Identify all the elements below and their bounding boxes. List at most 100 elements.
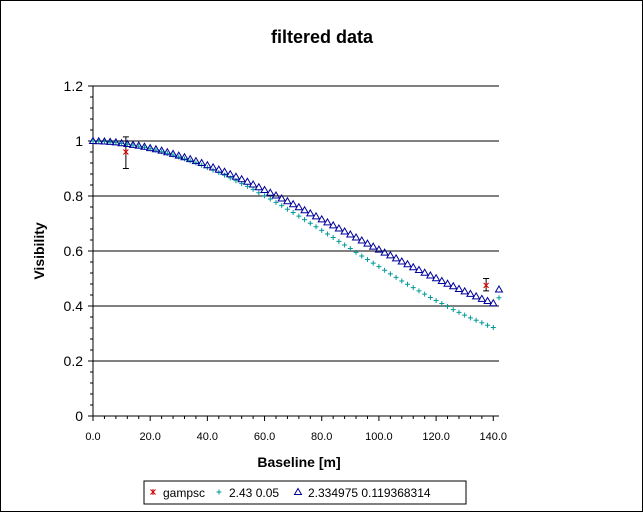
x-tick-label: 20.0 (139, 431, 160, 443)
triangle-marker (403, 259, 412, 268)
triangle-marker (265, 188, 275, 196)
triangle-marker (162, 147, 172, 156)
triangle-marker (340, 226, 349, 235)
triangle-marker (174, 151, 184, 159)
triangle-marker (191, 156, 201, 165)
plus-marker (279, 203, 285, 209)
x-tick-label: 60.0 (254, 431, 275, 443)
triangle-marker (311, 211, 321, 220)
y-tick-label: 1 (75, 133, 83, 149)
triangle-marker (105, 137, 115, 145)
triangle-marker (380, 248, 390, 256)
triangle-marker (220, 167, 229, 175)
triangle-marker (185, 154, 195, 163)
triangle-marker (300, 205, 309, 214)
plus-marker (376, 264, 382, 270)
plus-marker (176, 154, 182, 160)
triangle-marker (351, 233, 361, 241)
y-tick-label: 0 (75, 408, 83, 424)
plus-marker (359, 253, 365, 259)
plus-marker (467, 315, 473, 321)
series-star (122, 136, 490, 292)
star-marker (483, 282, 489, 289)
plus-marker (416, 288, 422, 294)
plus-marker (216, 489, 222, 495)
triangle-marker (437, 276, 447, 284)
triangle-marker (197, 158, 207, 166)
legend-label: 2.334975 0.119368314 (308, 486, 431, 500)
triangle-marker (157, 146, 166, 154)
triangle-marker (293, 487, 303, 495)
plus-marker (364, 257, 370, 263)
plus-marker (370, 260, 376, 266)
triangle-marker (122, 139, 132, 148)
triangle-marker (374, 245, 384, 253)
triangle-marker (271, 190, 281, 199)
plus-marker (187, 158, 193, 164)
data-points (88, 136, 504, 330)
triangle-marker (317, 214, 327, 223)
plus-marker (405, 281, 411, 287)
plus-marker (273, 199, 279, 205)
triangle-marker (208, 162, 218, 171)
chart-title: filtered data (271, 27, 374, 47)
tick-labels: 0 0.2 0.4 0.6 0.8 1 1.2 0.0 20.0 40.0 60.0 80.0 100.… (64, 78, 508, 443)
plus-marker (330, 235, 336, 241)
triangle-marker (483, 296, 492, 305)
triangle-marker (225, 169, 235, 178)
plus-marker (422, 291, 428, 297)
y-tick-label: 1.2 (64, 78, 84, 94)
triangle-marker (466, 289, 475, 297)
plus-marker (267, 196, 273, 202)
plus-marker (485, 322, 491, 328)
plus-marker (262, 193, 268, 199)
triangle-marker (145, 143, 155, 152)
triangle-marker (460, 286, 470, 295)
y-tick-label: 0.8 (64, 188, 84, 204)
plus-marker (222, 172, 228, 178)
triangle-marker (408, 262, 418, 271)
x-tick-label: 140.0 (480, 431, 508, 443)
star-marker (150, 489, 156, 495)
plus-marker (336, 238, 342, 244)
triangle-marker (277, 193, 287, 202)
x-tick-label: 40.0 (197, 431, 218, 443)
plus-marker (473, 317, 479, 323)
triangle-marker (288, 199, 298, 208)
gridlines (93, 85, 499, 362)
legend: gampsc 2.43 0.05 2.334975 0.119368314 (143, 480, 467, 505)
plus-marker (427, 294, 433, 300)
plus-marker (193, 160, 199, 166)
plus-marker (439, 301, 445, 307)
axes (88, 85, 499, 421)
x-tick-label: 120.0 (422, 431, 450, 443)
triangle-marker (448, 281, 458, 290)
triangle-marker (488, 298, 498, 307)
triangle-marker (140, 142, 149, 150)
plus-marker (244, 183, 250, 189)
y-tick-label: 0.2 (64, 353, 84, 369)
plus-marker (216, 170, 222, 176)
legend-item: gampsc (150, 486, 205, 500)
triangle-marker (214, 165, 224, 173)
x-axis-title: Baseline [m] (257, 454, 340, 470)
triangle-marker (128, 140, 138, 148)
triangle-marker (397, 256, 407, 265)
series-plus (90, 138, 502, 330)
triangle-marker (357, 236, 367, 244)
triangle-marker (294, 202, 304, 211)
triangle-marker (94, 136, 104, 145)
plus-marker (342, 242, 348, 248)
triangle-marker (248, 179, 258, 188)
plus-marker (382, 267, 388, 273)
y-tick-label: 0.6 (64, 243, 84, 259)
triangle-marker (254, 182, 264, 191)
legend-item: 2.334975 0.119368314 (293, 486, 431, 500)
star-marker (123, 149, 129, 155)
legend-label: 2.43 0.05 (229, 486, 279, 500)
triangle-marker (117, 138, 126, 147)
triangle-marker (168, 149, 178, 157)
triangle-marker (368, 242, 378, 250)
